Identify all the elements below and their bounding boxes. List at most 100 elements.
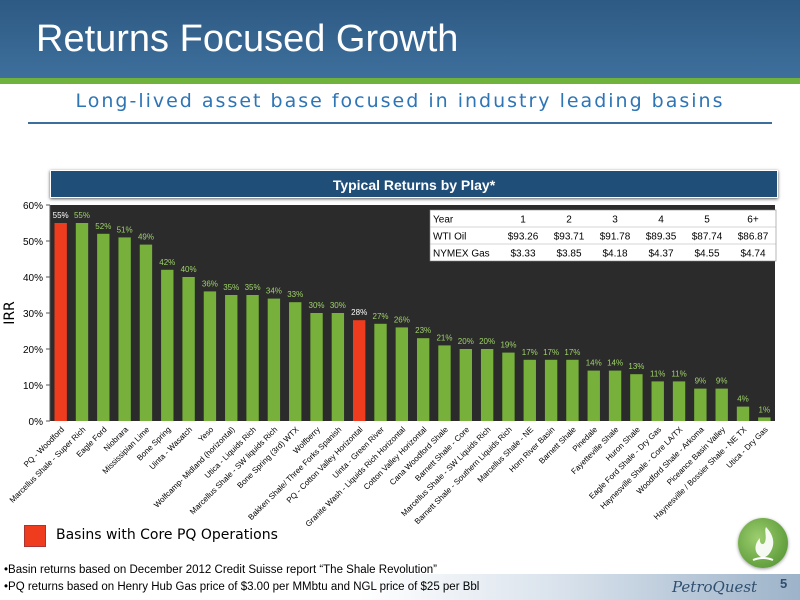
bar (736, 406, 750, 421)
bar-value-label: 1% (759, 405, 771, 414)
price-table-cell: $3.33 (510, 249, 535, 260)
bar-value-label: 28% (351, 308, 367, 317)
bar-value-label: 27% (373, 312, 389, 321)
bar-value-label: 20% (458, 337, 474, 346)
price-table-cell: $93.26 (508, 232, 539, 243)
page-number: 5 (780, 576, 788, 591)
bar-value-label: 51% (117, 225, 133, 234)
legend-label: Basins with Core PQ Operations (56, 527, 278, 543)
bar (118, 237, 131, 421)
bar (225, 295, 238, 421)
price-table-header-cell: 4 (658, 215, 664, 226)
y-tick-label: 50% (23, 237, 43, 248)
price-table-cell: NYMEX Gas (433, 249, 490, 260)
bar-value-label: 11% (671, 369, 686, 378)
slide-subtitle: Long-lived asset base focused in industr… (75, 90, 725, 112)
price-table-cell: $89.35 (646, 232, 677, 243)
bar (438, 345, 451, 421)
bar (395, 327, 409, 421)
price-table-header-cell: Year (433, 215, 454, 226)
bar-value-label: 49% (138, 233, 154, 242)
bar-value-label: 36% (202, 279, 218, 288)
bar-value-label: 17% (522, 348, 538, 357)
y-tick-label: 40% (23, 273, 43, 284)
bar-value-label: 30% (330, 301, 346, 310)
bar (161, 269, 174, 421)
bar (331, 313, 345, 421)
bar-value-label: 55% (74, 211, 90, 220)
footnote-2: •PQ returns based on Henry Hub Gas price… (4, 581, 480, 593)
bar-value-label: 17% (543, 348, 559, 357)
bar (672, 381, 686, 421)
chart-title-banner: Typical Returns by Play* (50, 170, 778, 198)
bar (630, 374, 643, 421)
bar (374, 323, 387, 421)
subtitle-rule (28, 122, 772, 124)
y-tick-label: 0% (29, 417, 44, 428)
bar (480, 349, 494, 421)
bar (416, 338, 430, 421)
bar (608, 370, 622, 421)
bar-value-label: 40% (181, 265, 197, 274)
bar (75, 223, 89, 421)
bar (310, 313, 323, 421)
bar-value-label: 52% (95, 222, 111, 231)
price-table-cell: $3.85 (556, 249, 581, 260)
bar-value-label: 4% (737, 395, 749, 404)
bar-value-label: 30% (309, 301, 325, 310)
bar (523, 359, 536, 421)
x-tick-label: Yeso (197, 425, 216, 444)
bar (246, 295, 259, 421)
slide-title: Returns Focused Growth (36, 18, 459, 60)
bar-value-label: 26% (394, 315, 410, 324)
bar-value-label: 9% (695, 377, 707, 386)
bar (459, 349, 472, 421)
bar (289, 302, 302, 421)
bar (97, 233, 110, 421)
petroquest-flame-logo-icon (738, 518, 788, 568)
bar (267, 298, 281, 421)
price-table-cell: $4.37 (648, 249, 673, 260)
price-table-header-cell: 1 (520, 215, 526, 226)
price-table-cell: $87.74 (692, 232, 723, 243)
bar (566, 359, 579, 421)
price-table-cell: $86.87 (738, 232, 769, 243)
bar (715, 388, 728, 421)
footnote-1: •Basin returns based on December 2012 Cr… (4, 564, 437, 576)
price-table-header-cell: 6+ (747, 215, 759, 226)
bar-value-label: 35% (245, 283, 261, 292)
bar-value-label: 23% (415, 326, 431, 335)
bar-value-label: 21% (436, 333, 452, 342)
bar (502, 352, 515, 421)
price-table-header-cell: 2 (566, 215, 572, 226)
bar-value-label: 17% (564, 348, 580, 357)
bar (651, 381, 664, 421)
y-tick-label: 20% (23, 345, 43, 356)
header-band (0, 0, 800, 78)
bar-value-label: 20% (479, 337, 495, 346)
price-table (429, 209, 777, 262)
bar-value-label: 13% (628, 362, 644, 371)
bar (758, 417, 771, 421)
y-tick-label: 30% (23, 309, 43, 320)
price-table-cell: $91.78 (600, 232, 631, 243)
y-tick-label: 60% (23, 201, 43, 212)
bar-value-label: 33% (287, 290, 303, 299)
bar-value-label: 35% (223, 283, 239, 292)
price-table-header-cell: 3 (612, 215, 618, 226)
legend-swatch-core-pq (24, 525, 46, 547)
price-table-cell: $4.18 (602, 249, 627, 260)
footnotes: •Basin returns based on December 2012 Cr… (4, 562, 479, 596)
bar (353, 320, 366, 421)
bar (694, 388, 707, 421)
bar (203, 291, 217, 421)
bar-value-label: 11% (650, 369, 665, 378)
bar (544, 359, 558, 421)
bar-value-label: 14% (607, 359, 623, 368)
bar-value-label: 55% (53, 211, 69, 220)
bar-value-label: 19% (500, 341, 516, 350)
price-table-cell: $4.74 (740, 249, 765, 260)
bar (54, 223, 67, 421)
bar-value-label: 34% (266, 287, 282, 296)
